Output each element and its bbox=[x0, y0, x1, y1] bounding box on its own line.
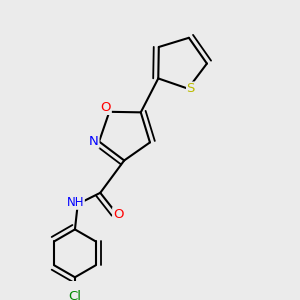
Text: N: N bbox=[89, 135, 99, 148]
Text: Cl: Cl bbox=[68, 290, 81, 300]
Text: S: S bbox=[187, 82, 195, 95]
Text: O: O bbox=[113, 208, 123, 221]
Text: O: O bbox=[101, 101, 111, 114]
Text: NH: NH bbox=[67, 196, 84, 209]
